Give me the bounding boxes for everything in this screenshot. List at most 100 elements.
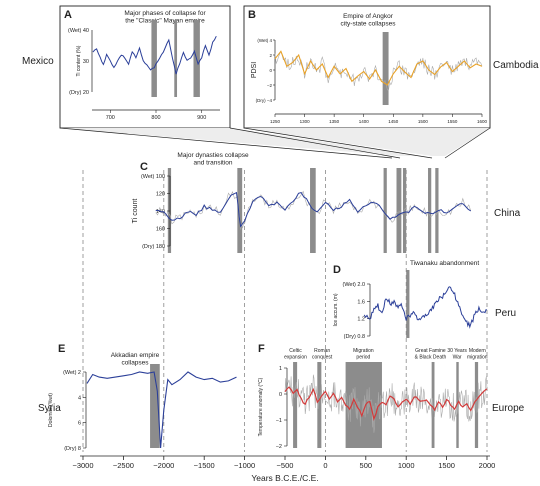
data-point-C	[252, 202, 253, 203]
data-point-A	[161, 54, 162, 55]
data-point-A	[128, 64, 129, 65]
data-point-E	[167, 379, 168, 380]
data-point-B	[446, 62, 447, 63]
series-C-raw-noise	[155, 190, 472, 230]
data-point-F	[393, 399, 394, 400]
period-label: conquest	[312, 355, 333, 361]
series-C-line	[155, 191, 472, 228]
x-axis-title: Years B.C.E./C.E.	[251, 473, 318, 483]
data-point-C	[438, 209, 439, 210]
period-label: Great Famine	[415, 348, 446, 354]
data-point-E	[196, 376, 197, 377]
data-point-A	[205, 45, 206, 46]
y-tick-label: 4	[78, 395, 81, 401]
series-C	[155, 190, 472, 230]
data-point-C	[325, 202, 326, 203]
data-point-D	[474, 314, 475, 315]
data-point-D	[458, 305, 459, 306]
y-tick-label: 1.6	[357, 299, 365, 305]
data-point-C	[179, 217, 180, 218]
data-point-D	[364, 314, 365, 315]
data-point-D	[393, 301, 394, 302]
data-point-F	[470, 409, 471, 410]
shaded-period	[174, 20, 178, 97]
y-tick-label: 0	[269, 68, 272, 73]
y-tick-label: 0	[279, 392, 282, 398]
panel-E-y-label: Dolomite (%wt)	[48, 393, 54, 427]
data-point-F	[426, 399, 427, 400]
data-point-E	[86, 383, 87, 384]
data-point-B	[481, 66, 482, 67]
data-point-E	[139, 371, 140, 372]
data-point-F	[438, 401, 439, 402]
data-point-C	[155, 209, 156, 210]
data-point-D	[422, 314, 423, 315]
data-point-C	[389, 219, 390, 220]
series-F-line	[284, 386, 488, 422]
data-point-A	[157, 60, 158, 61]
panel-E-title: collapses	[121, 360, 149, 367]
panel-D-y-label: Ice accum. (m)	[333, 293, 339, 326]
shaded-period	[383, 168, 387, 253]
data-point-F	[442, 406, 443, 407]
data-point-B	[393, 73, 394, 74]
period-label: period	[356, 355, 370, 361]
region-label-cambodia: Cambodia	[493, 60, 539, 71]
data-point-C	[462, 202, 463, 203]
data-point-F	[329, 399, 330, 400]
data-point-B	[452, 71, 453, 72]
data-point-A	[103, 64, 104, 65]
data-point-B	[369, 78, 370, 79]
data-point-C	[196, 215, 197, 216]
series-B-raw-noise	[274, 50, 483, 91]
data-point-B	[286, 66, 287, 67]
panel-B-letter: B	[248, 9, 256, 21]
data-point-C	[244, 219, 245, 220]
region-label-europe: Europe	[492, 403, 525, 414]
x-tick-label: 1450	[388, 119, 399, 124]
data-point-C	[276, 202, 277, 203]
x-tick-label: 1300	[300, 119, 311, 124]
data-point-B	[304, 73, 305, 74]
region-label-mexico: Mexico	[22, 56, 54, 67]
region-label-syria: Syria	[38, 403, 61, 414]
y-tick-label: (Dry) 20	[69, 90, 89, 96]
data-point-B	[464, 60, 465, 61]
x-tick-label: −2500	[113, 461, 134, 470]
data-point-D	[486, 309, 487, 310]
data-point-F	[297, 388, 298, 389]
data-point-B	[410, 77, 411, 78]
data-point-C	[204, 206, 205, 207]
data-point-F	[454, 409, 455, 410]
panel-A-frame	[59, 5, 231, 129]
data-point-C	[349, 200, 350, 201]
period-label: War	[453, 355, 462, 361]
x-tick-label: 2000	[479, 461, 496, 470]
data-point-F	[284, 391, 285, 392]
data-point-F	[398, 406, 399, 407]
data-point-F	[430, 404, 431, 405]
data-point-F	[373, 419, 374, 420]
data-point-B	[322, 63, 323, 64]
data-point-D	[406, 318, 407, 319]
data-point-F	[486, 388, 487, 389]
data-point-C	[430, 214, 431, 215]
data-point-B	[381, 81, 382, 82]
data-point-F	[309, 396, 310, 397]
y-tick-label: 1	[279, 366, 282, 372]
data-point-F	[406, 399, 407, 400]
period-label: Roman	[314, 348, 330, 354]
x-tick-label: 500	[360, 461, 373, 470]
period-label: expansion	[284, 355, 307, 361]
series-E-line	[86, 371, 237, 449]
data-point-F	[369, 401, 370, 402]
zoom-wedge-A	[60, 128, 420, 156]
data-point-D	[434, 305, 435, 306]
panel-A-y-label: Ti content (%)	[76, 45, 82, 76]
data-point-E	[157, 390, 158, 391]
data-point-A	[146, 64, 147, 65]
data-point-C	[284, 210, 285, 211]
data-point-C	[365, 206, 366, 207]
data-point-A	[183, 51, 184, 52]
y-tick-label: (Wet) 2	[63, 370, 81, 376]
